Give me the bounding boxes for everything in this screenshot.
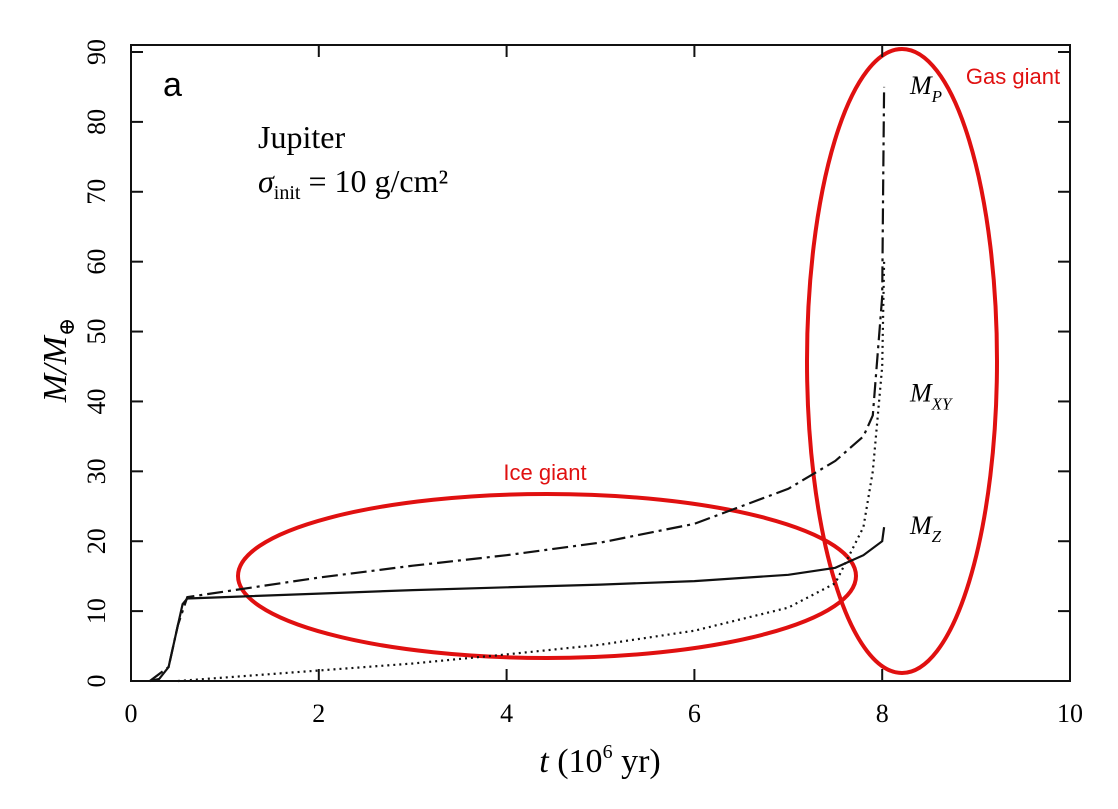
highlight-label: Ice giant [503, 460, 586, 485]
y-axis-title: M/M⊕ [37, 318, 79, 404]
annotation-rest: = 10 g/cm² [300, 163, 448, 199]
series-line [149, 527, 886, 683]
x-tick-label: 4 [500, 699, 513, 728]
x-title-part: t [539, 743, 550, 780]
y-tick-label: 10 [82, 598, 111, 624]
series-label-sub: XY [931, 394, 953, 413]
x-title-part: yr) [613, 743, 661, 780]
x-tick-label: 6 [688, 699, 701, 728]
y-tick-label: 80 [82, 109, 111, 135]
annotation-sub: init [274, 182, 301, 204]
x-axis-title: t (106 yr) [539, 741, 660, 780]
y-tick-label: 0 [82, 675, 111, 688]
series-label-name: M [909, 378, 933, 407]
ice-giant-ellipse [236, 492, 858, 660]
gas-giant-ellipse [805, 47, 999, 675]
plot-frame [130, 44, 1071, 682]
series-label-sub: Z [932, 527, 942, 546]
x-tick-label: 8 [876, 699, 889, 728]
annotation: Jupiter [258, 119, 345, 155]
panel-label: a [163, 66, 182, 104]
series-label: MXY [909, 378, 953, 413]
series-label-name: M [909, 71, 933, 100]
series-label: MZ [909, 511, 942, 546]
y-title-main: M/M [37, 334, 74, 403]
x-tick-label: 10 [1057, 699, 1083, 728]
y-tick-label: 50 [82, 319, 111, 345]
series-label-name: M [909, 511, 933, 540]
series-label-sub: P [931, 87, 942, 106]
y-tick-label: 90 [82, 39, 111, 65]
y-tick-label: 30 [82, 458, 111, 484]
y-tick-label: 60 [82, 249, 111, 275]
y-tick-label: 20 [82, 528, 111, 554]
annotation-symbol: σ [258, 163, 275, 199]
x-tick-label: 0 [125, 699, 138, 728]
y-title-sub: ⊕ [54, 318, 79, 336]
annotation: σinit = 10 g/cm² [258, 163, 448, 204]
series-line [149, 86, 886, 682]
y-tick-label: 70 [82, 179, 111, 205]
x-title-part: (10 [549, 743, 603, 780]
y-tick-label: 40 [82, 388, 111, 414]
series-label: MP [909, 71, 942, 106]
x-tick-label: 2 [312, 699, 325, 728]
x-title-sup: 6 [603, 741, 613, 763]
highlight-label: Gas giant [966, 64, 1060, 89]
